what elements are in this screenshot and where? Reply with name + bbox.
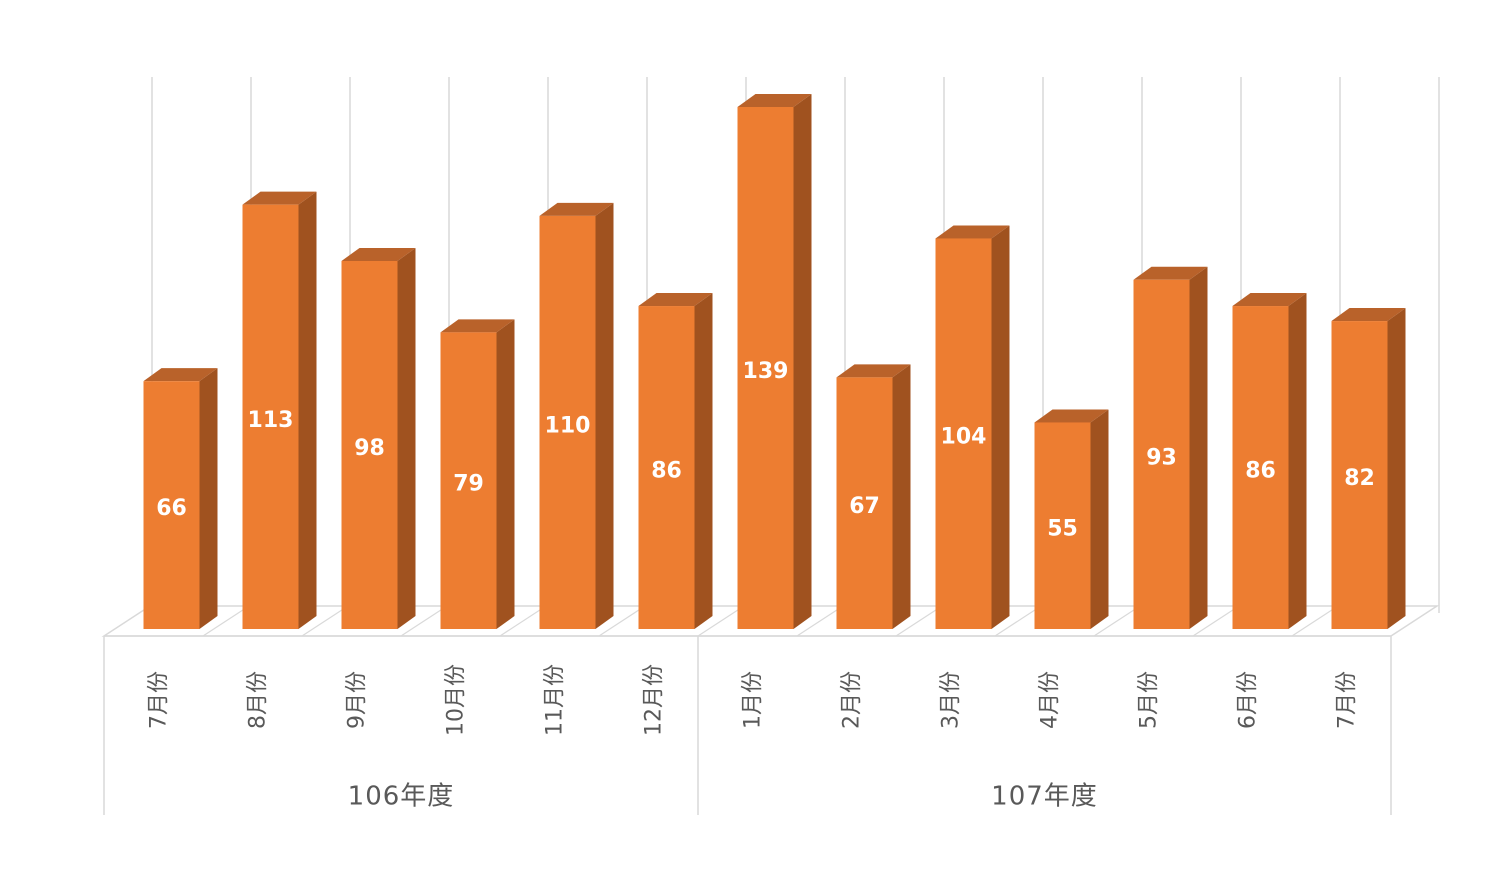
bar-side bbox=[991, 225, 1010, 629]
bar-top bbox=[1232, 293, 1307, 307]
tick-label: 10月份 bbox=[444, 664, 469, 736]
tick-label: 12月份 bbox=[642, 664, 667, 736]
bar-top bbox=[242, 191, 317, 205]
tick-label: 5月份 bbox=[1137, 671, 1162, 729]
tick-label: 3月份 bbox=[939, 671, 964, 729]
bar-side bbox=[1090, 409, 1109, 629]
tick-label: 2月份 bbox=[840, 671, 865, 729]
tick-label: 7月份 bbox=[1335, 671, 1360, 729]
data-label: 104 bbox=[941, 425, 987, 450]
bar-side bbox=[1387, 308, 1406, 629]
bar-side bbox=[1288, 293, 1307, 629]
bar-side bbox=[397, 247, 416, 629]
floor-divider bbox=[994, 605, 1042, 637]
data-label: 79 bbox=[453, 472, 484, 497]
bar-top bbox=[341, 247, 416, 261]
floor-divider bbox=[1192, 605, 1240, 637]
data-label: 93 bbox=[1146, 445, 1177, 470]
bar-front bbox=[539, 215, 596, 629]
tick-label: 11月份 bbox=[543, 664, 568, 736]
bar-side bbox=[298, 191, 317, 629]
bar-top bbox=[935, 225, 1010, 239]
bar: 55 bbox=[1034, 409, 1109, 629]
tick-label: 8月份 bbox=[246, 671, 271, 729]
bar-side bbox=[595, 202, 614, 629]
floor-divider bbox=[301, 605, 349, 637]
bar: 93 bbox=[1133, 266, 1208, 629]
bar-side bbox=[199, 368, 218, 629]
bar-top bbox=[737, 94, 812, 107]
floor-divider bbox=[1291, 605, 1339, 637]
floor-divider bbox=[598, 605, 646, 637]
floor-divider bbox=[1093, 605, 1141, 637]
data-label: 55 bbox=[1047, 517, 1078, 542]
tick-label: 7月份 bbox=[147, 671, 172, 729]
bar-front bbox=[638, 306, 695, 629]
data-label: 67 bbox=[849, 494, 880, 519]
bar-front bbox=[836, 377, 893, 629]
bar-front bbox=[242, 204, 299, 629]
bar-side bbox=[694, 293, 713, 629]
bar-top bbox=[1034, 409, 1109, 423]
bar: 104 bbox=[935, 225, 1010, 629]
bar-front bbox=[440, 332, 497, 629]
floor-divider bbox=[202, 605, 250, 637]
bar-side bbox=[1189, 266, 1208, 629]
bar: 98 bbox=[341, 247, 416, 629]
bar-side bbox=[892, 364, 911, 629]
bar-front bbox=[935, 238, 992, 629]
bar-top bbox=[638, 293, 713, 307]
data-label: 82 bbox=[1344, 466, 1375, 491]
bar-front bbox=[341, 260, 398, 629]
bar: 113 bbox=[242, 191, 317, 629]
bar: 110 bbox=[539, 202, 614, 629]
data-label: 86 bbox=[651, 459, 682, 484]
bar-front bbox=[1133, 279, 1190, 629]
data-label: 66 bbox=[156, 496, 187, 521]
bars: 66 113 98 79 110 86 139 67 104 55 93 86 82 bbox=[143, 94, 1406, 629]
data-label: 113 bbox=[248, 408, 294, 433]
x-axis: 7月份 8月份 9月份 10月份 11月份 12月份 1月份 2月份 3月份 4月份 5月份 6月份 7… bbox=[103, 635, 1392, 815]
group-label: 107年度 bbox=[991, 782, 1098, 812]
bar: 82 bbox=[1331, 308, 1406, 629]
bar-side bbox=[793, 94, 812, 629]
bar-top bbox=[440, 319, 515, 333]
bar: 67 bbox=[836, 364, 911, 629]
floor-divider bbox=[499, 605, 547, 637]
data-label: 110 bbox=[545, 413, 591, 438]
bar-front bbox=[143, 381, 200, 629]
bar-top bbox=[143, 368, 218, 382]
floor-divider bbox=[796, 605, 844, 637]
bar: 86 bbox=[1232, 293, 1307, 629]
data-label: 139 bbox=[743, 359, 789, 384]
bar-top bbox=[539, 202, 614, 216]
tick-label: 4月份 bbox=[1038, 671, 1063, 729]
data-label: 98 bbox=[354, 436, 385, 461]
bar-top bbox=[836, 364, 911, 378]
tick-label: 6月份 bbox=[1236, 671, 1261, 729]
bar-front bbox=[1034, 422, 1091, 629]
floor-divider bbox=[895, 605, 943, 637]
bar-front bbox=[1232, 306, 1289, 629]
tick-label: 9月份 bbox=[345, 671, 370, 729]
bar: 86 bbox=[638, 293, 713, 629]
bar: 79 bbox=[440, 319, 515, 629]
bar-front bbox=[737, 107, 794, 629]
bar: 139 bbox=[737, 94, 812, 629]
bar-top bbox=[1331, 308, 1406, 322]
data-label: 86 bbox=[1245, 459, 1276, 484]
floor-divider bbox=[697, 605, 745, 637]
bar-side bbox=[496, 319, 515, 629]
bar-front bbox=[1331, 321, 1388, 629]
bar: 66 bbox=[143, 368, 218, 629]
bar-top bbox=[1133, 266, 1208, 280]
group-label: 106年度 bbox=[348, 782, 455, 812]
tick-label: 1月份 bbox=[741, 671, 766, 729]
floor-divider bbox=[400, 605, 448, 637]
